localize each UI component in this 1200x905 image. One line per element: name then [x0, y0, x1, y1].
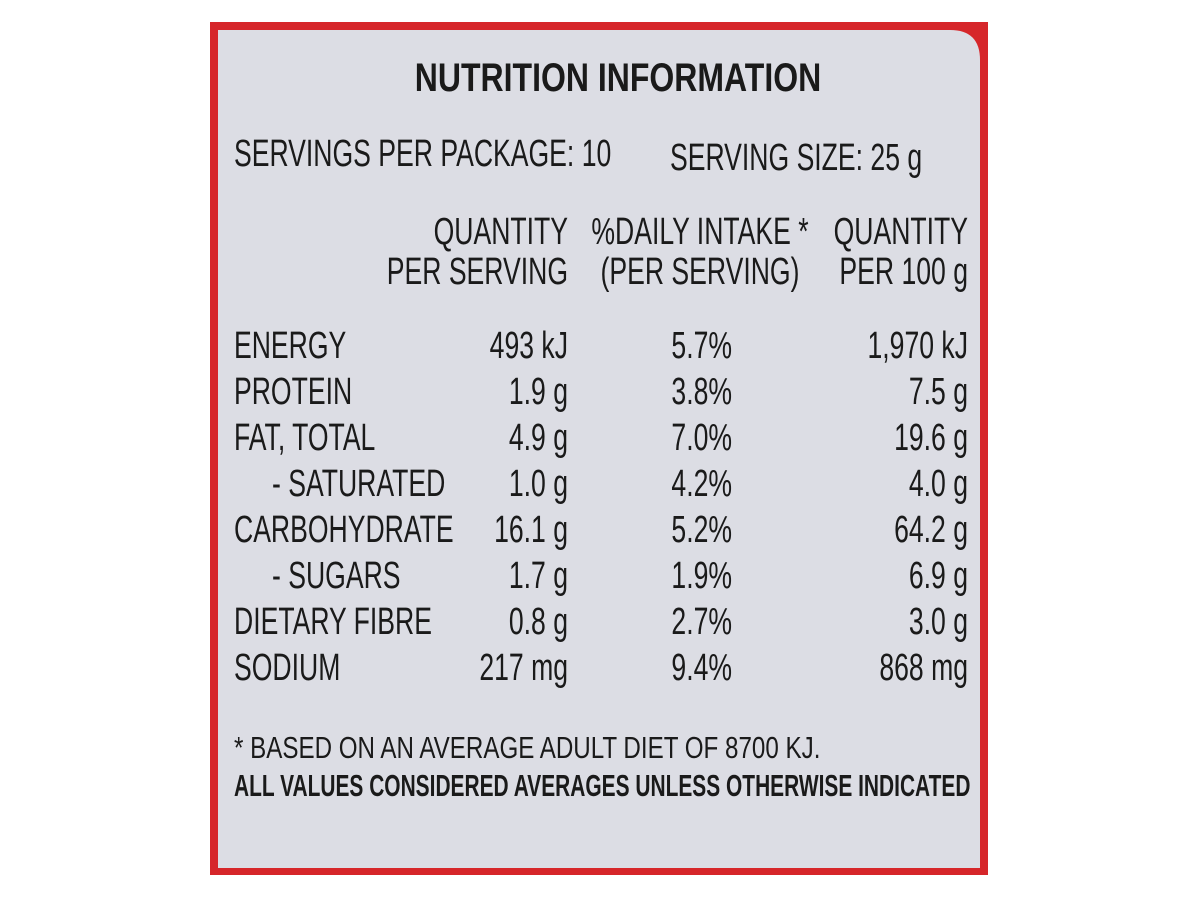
nutrient-value: 1.0 g [509, 461, 568, 504]
nutrient-value: 9.4% [671, 645, 732, 688]
nutrient-value: 4.9 g [509, 415, 568, 458]
column-header: QUANTITY [434, 209, 569, 252]
nutrient-name: - SATURATED [272, 461, 445, 504]
nutrient-value: 0.8 g [509, 599, 568, 642]
column-header: QUANTITY [834, 209, 969, 252]
content: NUTRITION INFORMATION SERVINGS PER PACKAG… [234, 55, 970, 803]
column-header: PER 100 g [839, 249, 968, 292]
column-header: PER SERVING [387, 249, 568, 292]
nutrient-name: DIETARY FIBRE [234, 599, 432, 642]
nutrient-name: - SUGARS [272, 553, 401, 596]
nutrient-value: 5.7% [671, 323, 732, 366]
nutrient-value: 7.0% [671, 415, 732, 458]
nutrient-name: CARBOHYDRATE [234, 507, 454, 550]
title: NUTRITION INFORMATION [415, 55, 821, 100]
nutrient-value: 1.7 g [509, 553, 568, 596]
panel [218, 30, 980, 868]
note: ALL VALUES CONSIDERED AVERAGES UNLESS OT… [234, 768, 970, 803]
nutrient-value: 6.9 g [909, 553, 968, 596]
serving-size: SERVING SIZE: 25 g [670, 135, 922, 178]
nutrient-value: 64.2 g [894, 507, 968, 550]
nutrient-name: SODIUM [234, 645, 340, 688]
nutrient-value: 3.8% [671, 369, 732, 412]
nutrient-value: 1.9 g [509, 369, 568, 412]
servings-per-package: SERVINGS PER PACKAGE: 10 [234, 131, 611, 174]
nutrient-value: 7.5 g [909, 369, 968, 412]
column-header: %DAILY INTAKE * [591, 209, 808, 252]
nutrient-value: 5.2% [671, 507, 732, 550]
nutrient-value: 16.1 g [494, 507, 568, 550]
nutrient-value: 868 mg [879, 645, 968, 688]
nutrient-value: 4.0 g [909, 461, 968, 504]
nutrient-value: 2.7% [671, 599, 732, 642]
nutrient-name: PROTEIN [234, 369, 352, 412]
nutrient-name: FAT, TOTAL [234, 415, 375, 458]
nutrient-value: 3.0 g [909, 599, 968, 642]
nutrient-name: ENERGY [234, 323, 346, 366]
nutrient-value: 493 kJ [490, 323, 568, 366]
footnote: * BASED ON AN AVERAGE ADULT DIET OF 8700… [234, 730, 820, 765]
nutrient-value: 1,970 kJ [867, 323, 968, 366]
nutrient-value: 217 mg [479, 645, 568, 688]
nutrient-value: 4.2% [671, 461, 732, 504]
nutrient-value: 19.6 g [894, 415, 968, 458]
column-header: (PER SERVING) [601, 249, 800, 292]
nutrient-value: 1.9% [671, 553, 732, 596]
